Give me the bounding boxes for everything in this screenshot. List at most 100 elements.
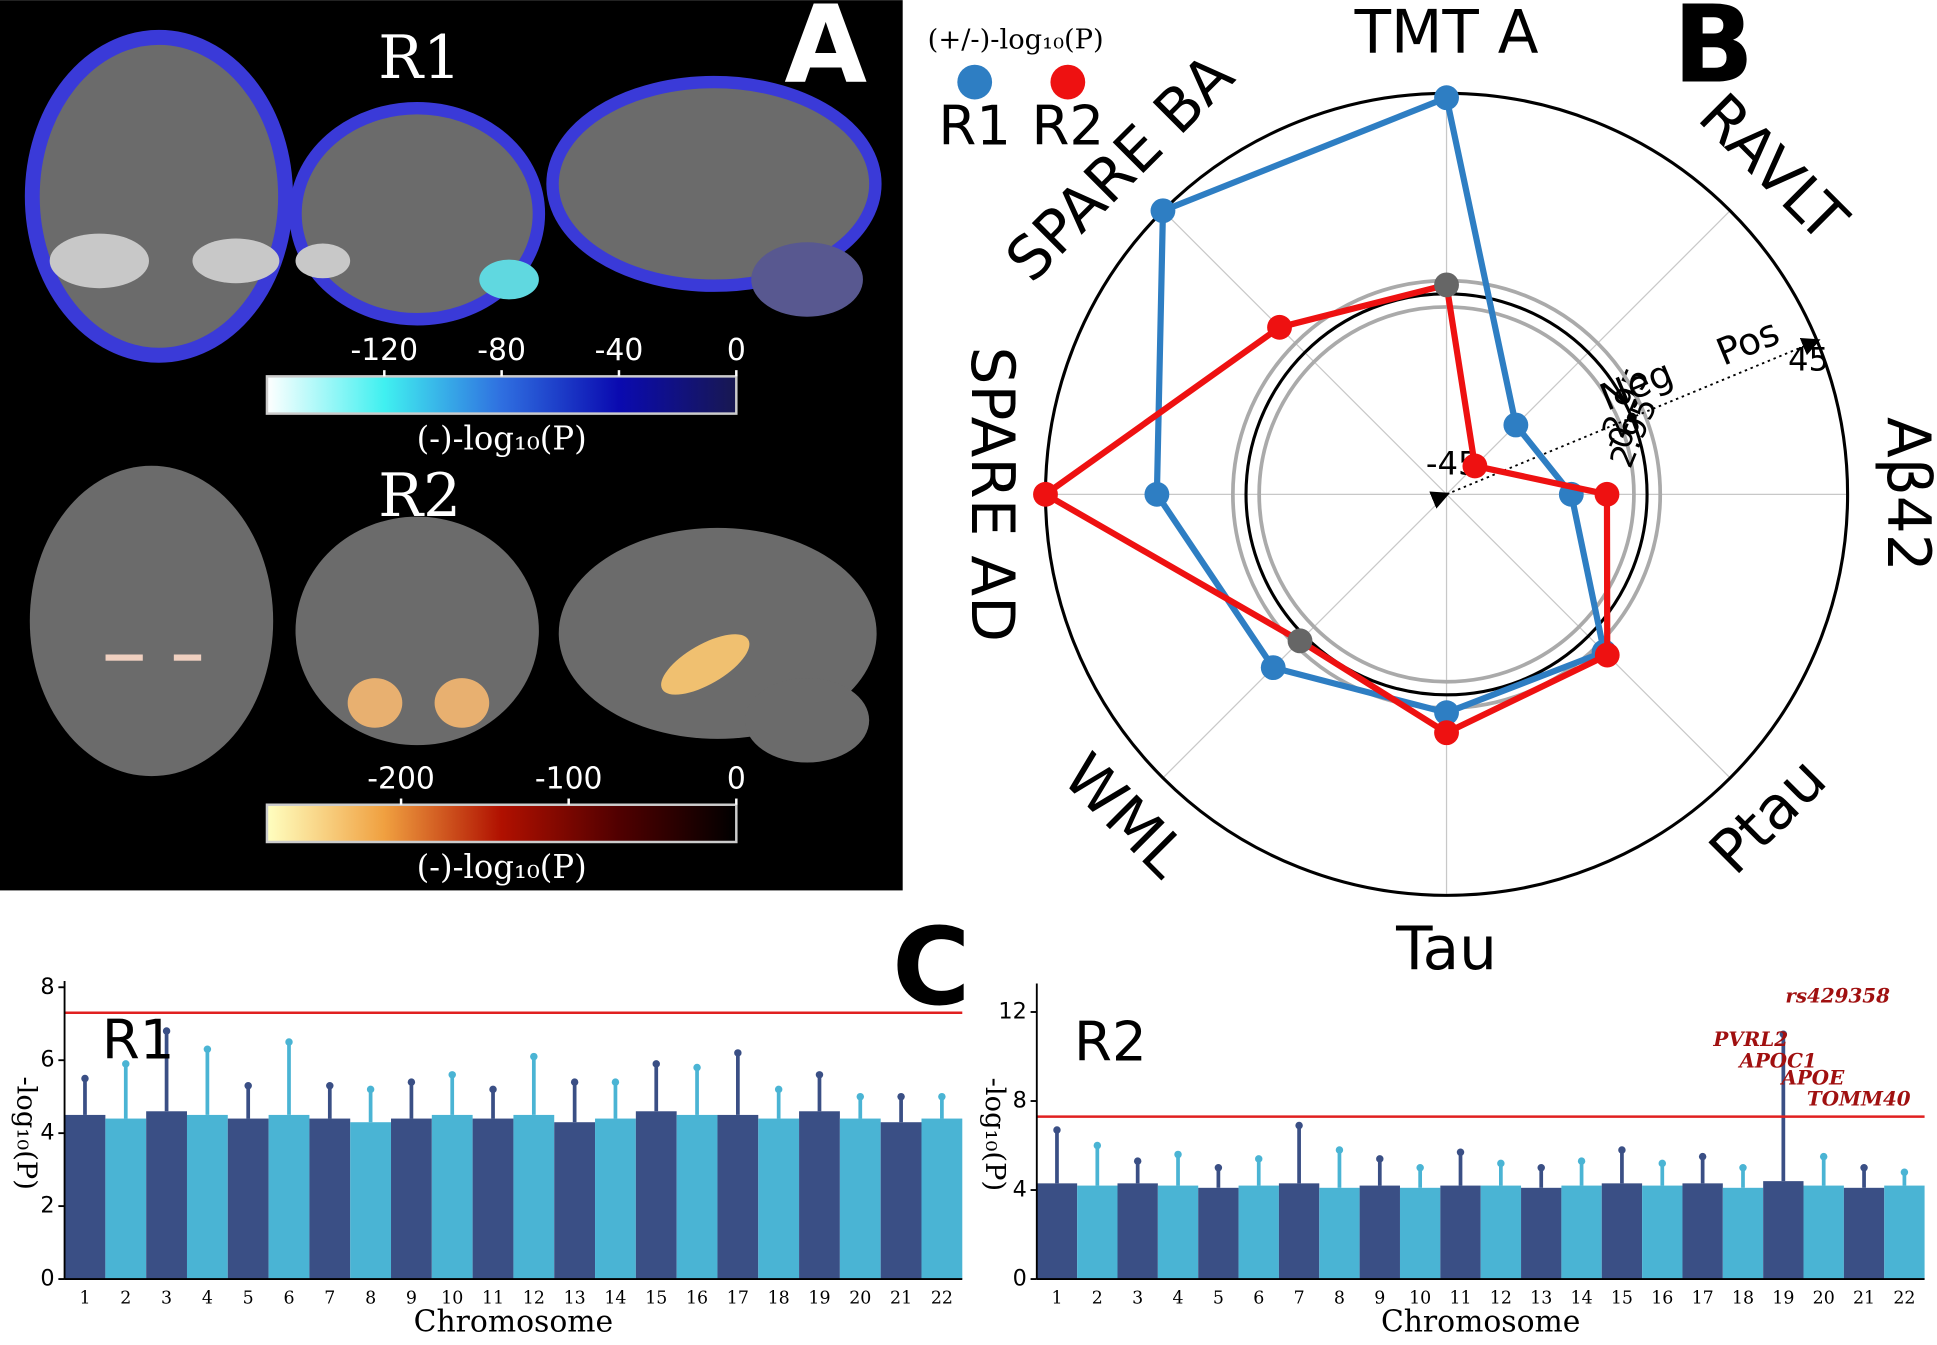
x-tick-label: 17 — [727, 1288, 749, 1308]
x-tick-label: 1 — [79, 1288, 90, 1308]
x-tick-label: 8 — [365, 1288, 376, 1308]
snp-mass — [146, 1111, 187, 1280]
x-tick-label: 2 — [120, 1288, 131, 1308]
point — [1287, 628, 1313, 654]
peak-point — [611, 1078, 620, 1086]
snp-mass — [64, 1114, 106, 1280]
peak-point — [1618, 1146, 1626, 1154]
point — [1462, 453, 1488, 479]
x-tick-label: 17 — [1692, 1288, 1714, 1308]
tick-label: -120 — [350, 333, 418, 368]
point — [1150, 198, 1176, 224]
peak-point — [815, 1071, 824, 1079]
point — [1594, 481, 1620, 507]
annotation: Pos — [1710, 309, 1785, 374]
snp-mass — [1843, 1187, 1885, 1280]
snp-mass — [309, 1118, 351, 1280]
x-tick-label: 4 — [202, 1288, 213, 1308]
tick-label: -80 — [477, 333, 526, 368]
peak-point — [162, 1027, 171, 1035]
snp-mass — [1359, 1185, 1400, 1280]
tick-label: 0 — [727, 761, 746, 796]
snp-mass — [1319, 1187, 1360, 1280]
x-tick-label: 3 — [1132, 1288, 1143, 1308]
x-tick-label: 8 — [1334, 1288, 1345, 1308]
axis-label: Aβ42 — [1873, 417, 1937, 572]
axis-label: SPARE AD — [957, 347, 1026, 642]
peak-point — [652, 1060, 660, 1068]
peak-point — [1053, 1126, 1061, 1134]
x-tick-label: 22 — [1893, 1288, 1915, 1308]
x-axis-title: Chromosome — [414, 1305, 614, 1340]
snp-mass — [1480, 1185, 1522, 1280]
x-tick-label: 10 — [1409, 1288, 1431, 1308]
peak-point — [366, 1085, 375, 1094]
snp-mass — [1036, 1183, 1078, 1280]
peak-point — [1376, 1155, 1384, 1163]
peak-point — [897, 1092, 905, 1101]
x-tick-label: 21 — [890, 1288, 912, 1308]
colorbar-label: (-)-log₁₀(P) — [417, 848, 587, 886]
peak-point — [1860, 1164, 1868, 1172]
peak-point — [203, 1045, 212, 1053]
highlight — [173, 654, 202, 661]
brain-sagittal-r1 — [546, 75, 882, 292]
peak-point — [856, 1092, 865, 1101]
snp-mass — [431, 1114, 473, 1280]
gene-annotation: TOMM40 — [1807, 1087, 1911, 1111]
plot-label: R2 — [1074, 1010, 1147, 1074]
snp-mass — [391, 1118, 432, 1280]
x-tick-label: 18 — [1732, 1288, 1754, 1308]
highlight — [49, 233, 149, 289]
peak-point — [1174, 1150, 1182, 1159]
snp-mass — [513, 1114, 555, 1280]
snp-mass — [1642, 1185, 1683, 1280]
x-tick-label: 11 — [1449, 1288, 1471, 1308]
peak-point — [734, 1049, 742, 1057]
highlight — [479, 259, 539, 300]
peak-point — [1900, 1168, 1909, 1176]
y-tick-label: 4 — [1013, 1177, 1027, 1203]
x-tick-label: 6 — [283, 1288, 294, 1308]
peak-point — [122, 1060, 130, 1068]
legend-label: R1 — [938, 93, 1011, 157]
r-tick-label: 45 — [1788, 340, 1829, 378]
x-tick-label: 7 — [1294, 1288, 1305, 1308]
snp-mass — [350, 1122, 392, 1280]
series-line — [1153, 94, 1608, 716]
snp-mass — [1238, 1185, 1279, 1280]
peak-point — [693, 1063, 701, 1072]
snp-mass — [1803, 1185, 1844, 1280]
gene-annotation: APOE — [1779, 1066, 1845, 1090]
x-axis-title: Chromosome — [1381, 1305, 1581, 1340]
tick-label: -200 — [367, 761, 435, 796]
y-axis-title: -log₁₀(P) — [979, 1078, 1010, 1191]
axis-label: Tau — [1395, 915, 1497, 984]
point — [1267, 314, 1292, 340]
point — [1503, 412, 1529, 438]
peak-point — [1577, 1157, 1586, 1165]
peak-point — [1537, 1164, 1545, 1172]
x-tick-label: 4 — [1173, 1288, 1184, 1308]
tick-label: -100 — [535, 761, 603, 796]
panel-title: R2 — [378, 462, 461, 531]
x-tick-label: 16 — [1651, 1288, 1673, 1308]
snp-mass — [1601, 1183, 1643, 1280]
snp-mass — [717, 1114, 759, 1280]
snp-mass — [268, 1114, 310, 1280]
snp-mass — [1117, 1183, 1158, 1280]
highlight — [434, 678, 490, 728]
highlight — [661, 634, 750, 695]
snp-mass — [880, 1122, 922, 1280]
x-tick-label: 9 — [406, 1288, 417, 1308]
y-tick-label: 0 — [1013, 1266, 1027, 1292]
peak-point — [1456, 1148, 1465, 1156]
peak-point — [1335, 1146, 1344, 1154]
snp-mass — [676, 1114, 718, 1280]
snp-mass — [1157, 1185, 1199, 1280]
axis-label: TMT A — [1354, 0, 1539, 68]
snp-mass — [1722, 1187, 1764, 1280]
x-tick-label: 13 — [1530, 1288, 1552, 1308]
x-tick-label: 22 — [931, 1288, 953, 1308]
